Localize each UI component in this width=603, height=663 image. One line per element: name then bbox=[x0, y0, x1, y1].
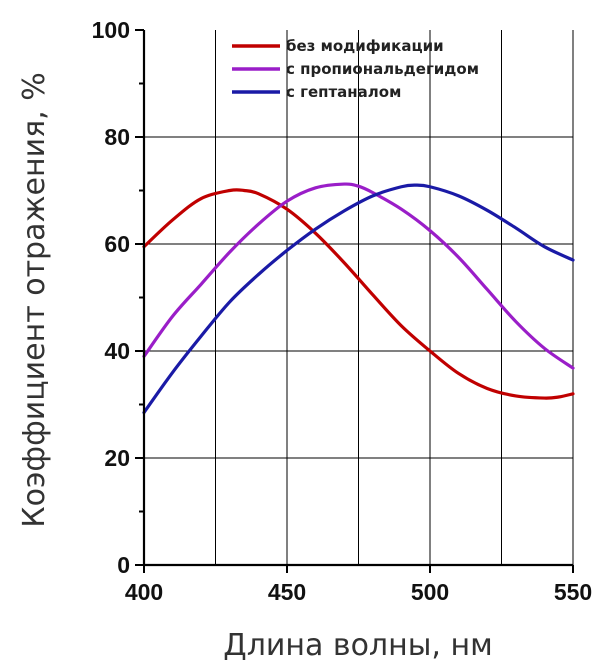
legend-label-3: с гептаналом bbox=[286, 83, 401, 101]
x-axis-title: Длина волны, нм bbox=[223, 628, 492, 663]
series-lines bbox=[142, 182, 575, 415]
y-tick-label: 80 bbox=[104, 124, 130, 150]
x-tick-label: 550 bbox=[554, 579, 592, 605]
legend-label-2: с пропиональдегидом bbox=[286, 60, 479, 78]
grid bbox=[144, 30, 574, 565]
x-tick-label: 450 bbox=[268, 579, 306, 605]
legend-label-1: без модификации bbox=[286, 37, 444, 55]
legend: без модификации с пропиональдегидом с гепт… bbox=[232, 37, 479, 101]
y-tick-label: 60 bbox=[104, 231, 130, 257]
axes bbox=[135, 29, 574, 573]
y-tick-label: 40 bbox=[104, 338, 130, 364]
y-axis-title: Коэффициент отражения, % bbox=[17, 72, 52, 527]
series-line-2 bbox=[142, 182, 575, 370]
series-line-1 bbox=[142, 188, 575, 400]
series-line-3 bbox=[142, 183, 575, 415]
y-tick-label: 0 bbox=[117, 552, 130, 578]
x-tick-label: 400 bbox=[125, 579, 163, 605]
y-tick-label: 100 bbox=[92, 17, 130, 43]
tick-labels: 0 20 40 60 80 100 400 450 500 550 bbox=[92, 17, 593, 605]
y-tick-label: 20 bbox=[104, 445, 130, 471]
x-tick-label: 500 bbox=[411, 579, 449, 605]
